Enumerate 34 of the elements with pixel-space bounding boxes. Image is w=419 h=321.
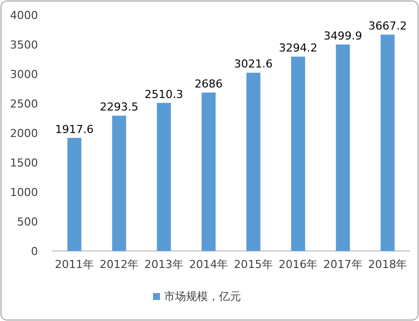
bar bbox=[380, 34, 395, 251]
y-tick-label: 3500 bbox=[10, 38, 38, 52]
bar bbox=[112, 116, 126, 251]
bar bbox=[67, 138, 82, 251]
bar bbox=[291, 56, 306, 251]
x-tick-label: 2011年 bbox=[54, 258, 94, 271]
data-label: 2293.5 bbox=[100, 100, 138, 114]
y-tick-label: 2500 bbox=[10, 98, 38, 110]
data-label: 3667.2 bbox=[368, 20, 407, 33]
data-label: 3021.6 bbox=[234, 58, 273, 71]
y-tick-label: 0 bbox=[31, 245, 38, 258]
x-tick-label: 2014年 bbox=[189, 258, 228, 271]
y-tick-label: 1500 bbox=[10, 156, 38, 170]
y-tick-label: 4000 bbox=[10, 9, 38, 22]
x-tick-label: 2013年 bbox=[144, 258, 184, 271]
bar bbox=[336, 44, 350, 251]
x-tick-label: 2016年 bbox=[278, 258, 318, 271]
data-label: 1917.6 bbox=[55, 122, 94, 136]
x-tick-label: 2017年 bbox=[323, 258, 362, 271]
legend-label: 市场规模，亿元 bbox=[164, 290, 241, 303]
bar bbox=[202, 92, 216, 251]
x-tick-label: 2018年 bbox=[368, 258, 408, 271]
bar bbox=[156, 102, 171, 251]
y-tick-label: 3000 bbox=[10, 68, 38, 81]
x-tick-label: 2015年 bbox=[234, 258, 273, 271]
y-tick-label: 1000 bbox=[10, 186, 38, 199]
bar bbox=[246, 72, 260, 251]
x-tick-label: 2012年 bbox=[100, 258, 139, 271]
data-label: 3499.9 bbox=[324, 30, 362, 43]
y-tick-label: 500 bbox=[17, 216, 38, 228]
data-label: 2510.3 bbox=[144, 88, 184, 101]
y-tick-label: 2000 bbox=[10, 127, 38, 140]
data-label: 2686 bbox=[194, 78, 223, 91]
data-label: 3294.2 bbox=[278, 42, 318, 55]
